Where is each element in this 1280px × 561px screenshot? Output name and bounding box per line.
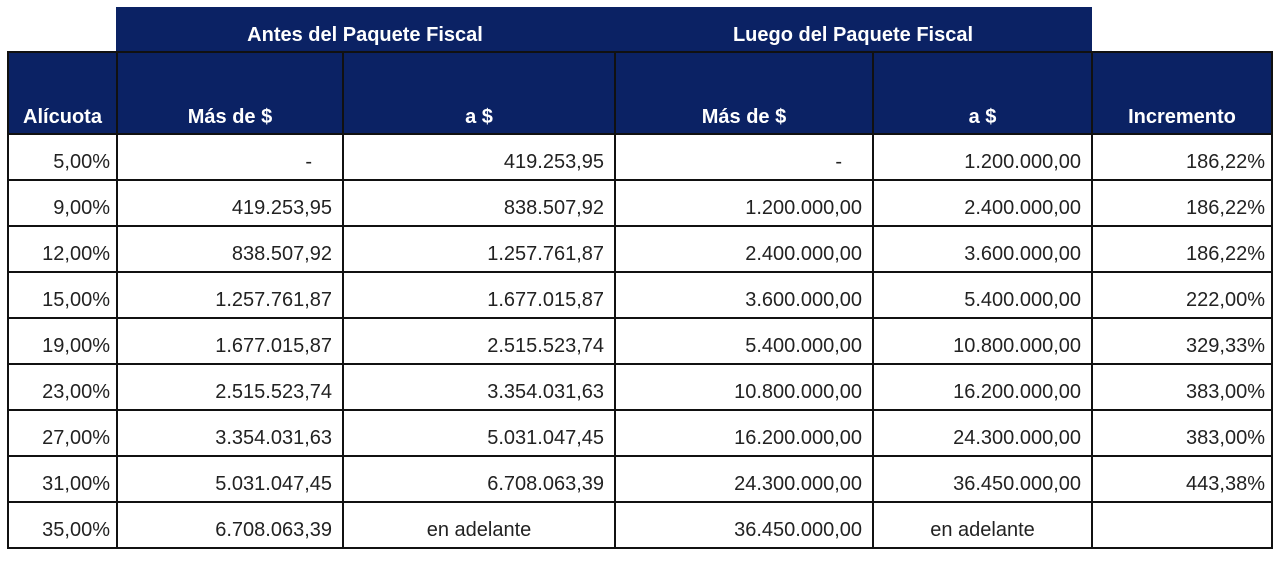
- cell-after-from: 36.450.000,00: [614, 501, 874, 549]
- cell-before-to: 838.507,92: [342, 179, 616, 227]
- cell-rate: 23,00%: [7, 363, 118, 411]
- cell-before-to: 6.708.063,39: [342, 455, 616, 503]
- cell-after-to: 16.200.000,00: [872, 363, 1093, 411]
- table-row: 9,00% 419.253,95 838.507,92 1.200.000,00 2.4…: [7, 179, 1273, 227]
- cell-before-from: 2.515.523,74: [116, 363, 344, 411]
- table-row: 19,00% 1.677.015,87 2.515.523,74 5.400.000,…: [7, 317, 1273, 365]
- cell-before-from: 1.677.015,87: [116, 317, 344, 365]
- table-row: 23,00% 2.515.523,74 3.354.031,63 10.800.000…: [7, 363, 1273, 411]
- cell-before-to: 3.354.031,63: [342, 363, 616, 411]
- cell-after-to: 1.200.000,00: [872, 133, 1093, 181]
- col-header-rate: Alícuota: [7, 51, 118, 135]
- cell-before-from: 1.257.761,87: [116, 271, 344, 319]
- cell-increase: 186,22%: [1091, 225, 1273, 273]
- cell-increase: 222,00%: [1091, 271, 1273, 319]
- cell-before-to: 1.257.761,87: [342, 225, 616, 273]
- table-row: 12,00% 838.507,92 1.257.761,87 2.400.000,00…: [7, 225, 1273, 273]
- table-row: 31,00% 5.031.047,45 6.708.063,39 24.300.000…: [7, 455, 1273, 503]
- cell-before-to: 5.031.047,45: [342, 409, 616, 457]
- cell-increase: 383,00%: [1091, 363, 1273, 411]
- col-header-before-from: Más de $: [116, 51, 344, 135]
- cell-before-to: 2.515.523,74: [342, 317, 616, 365]
- cell-after-to: 5.400.000,00: [872, 271, 1093, 319]
- cell-increase: 329,33%: [1091, 317, 1273, 365]
- cell-rate: 9,00%: [7, 179, 118, 227]
- tax-bracket-table: Alícuota Más de $ a $ Más de $ a $ Incre…: [7, 51, 1273, 549]
- cell-after-to: 36.450.000,00: [872, 455, 1093, 503]
- cell-increase: 443,38%: [1091, 455, 1273, 503]
- cell-before-from: 5.031.047,45: [116, 455, 344, 503]
- cell-increase: [1091, 501, 1273, 549]
- cell-before-from: 419.253,95: [116, 179, 344, 227]
- cell-increase: 383,00%: [1091, 409, 1273, 457]
- cell-after-from: 24.300.000,00: [614, 455, 874, 503]
- col-header-after-from: Más de $: [614, 51, 874, 135]
- cell-increase: 186,22%: [1091, 179, 1273, 227]
- column-header-row: Alícuota Más de $ a $ Más de $ a $ Incre…: [7, 51, 1273, 135]
- table-body: 5,00% -419.253,95-1.200.000,00 186,22% 9,00…: [7, 133, 1273, 549]
- cell-before-to: en adelante: [342, 501, 616, 549]
- cell-after-from: 16.200.000,00: [614, 409, 874, 457]
- cell-before-from: 838.507,92: [116, 225, 344, 273]
- group-header-bar: Antes del Paquete Fiscal Luego del Paque…: [116, 7, 1092, 51]
- group-header-after: Luego del Paquete Fiscal: [732, 24, 974, 46]
- cell-rate: 31,00%: [7, 455, 118, 503]
- cell-rate: 5,00%: [7, 133, 118, 181]
- table-row: 5,00% -419.253,95-1.200.000,00 186,22%: [7, 133, 1273, 181]
- cell-before-to: 1.677.015,87: [342, 271, 616, 319]
- group-header-before: Antes del Paquete Fiscal: [247, 24, 483, 46]
- cell-after-to: 2.400.000,00: [872, 179, 1093, 227]
- cell-rate: 15,00%: [7, 271, 118, 319]
- cell-after-from: 5.400.000,00: [614, 317, 874, 365]
- table-row: 35,00% 6.708.063,39 en adelante 36.450.000,…: [7, 501, 1273, 549]
- cell-rate: 27,00%: [7, 409, 118, 457]
- cell-before-from: 3.354.031,63: [116, 409, 344, 457]
- cell-rate: 19,00%: [7, 317, 118, 365]
- col-header-before-to: a $: [342, 51, 616, 135]
- cell-after-to: 24.300.000,00: [872, 409, 1093, 457]
- cell-before-to: 419.253,95: [342, 133, 616, 181]
- cell-after-to: 10.800.000,00: [872, 317, 1093, 365]
- cell-before-from: 6.708.063,39: [116, 501, 344, 549]
- col-header-increase: Incremento: [1091, 51, 1273, 135]
- cell-after-to: en adelante: [872, 501, 1093, 549]
- table-row: 27,00% 3.354.031,63 5.031.047,45 16.200.000…: [7, 409, 1273, 457]
- cell-after-from: 10.800.000,00: [614, 363, 874, 411]
- cell-before-from: -: [116, 133, 344, 181]
- table-row: 15,00% 1.257.761,87 1.677.015,87 3.600.000,…: [7, 271, 1273, 319]
- cell-after-to: 3.600.000,00: [872, 225, 1093, 273]
- cell-increase: 186,22%: [1091, 133, 1273, 181]
- cell-after-from: 2.400.000,00: [614, 225, 874, 273]
- cell-rate: 12,00%: [7, 225, 118, 273]
- cell-after-from: -: [614, 133, 874, 181]
- cell-rate: 35,00%: [7, 501, 118, 549]
- cell-after-from: 3.600.000,00: [614, 271, 874, 319]
- col-header-after-to: a $: [872, 51, 1093, 135]
- cell-after-from: 1.200.000,00: [614, 179, 874, 227]
